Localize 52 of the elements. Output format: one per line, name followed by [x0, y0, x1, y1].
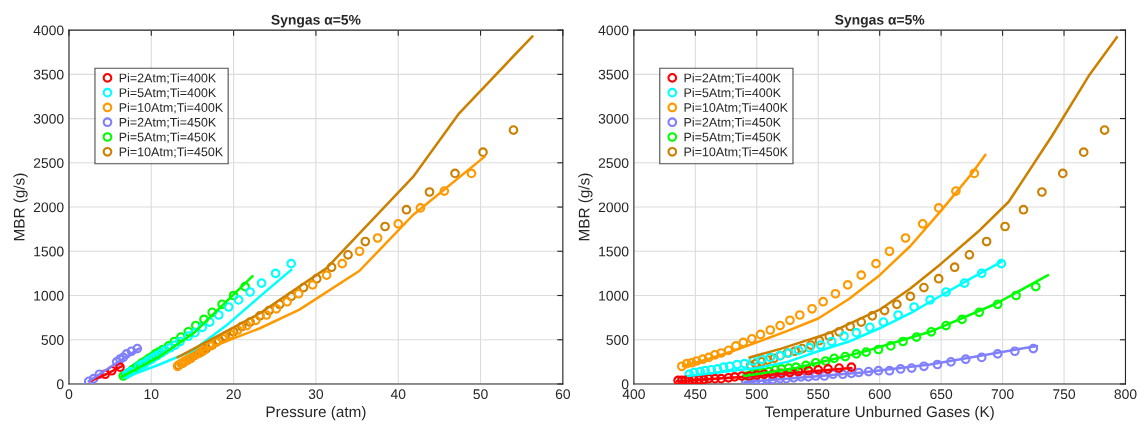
y-tick-label: 2000: [598, 202, 629, 213]
x-tick-label: 600: [868, 389, 891, 400]
legend-label: Pi=2Atm;Ti=450K: [684, 117, 781, 129]
y-tick-label: 500: [606, 335, 629, 345]
y-tick-label: 4000: [598, 25, 629, 36]
x-tick-label: 650: [930, 389, 953, 400]
legend-label: Pi=2Atm;Ti=450K: [119, 117, 217, 129]
y-tick-label: 1000: [599, 290, 629, 301]
y-tick-label: 2500: [33, 158, 64, 168]
y-axis-title: MBR (g/s): [13, 173, 28, 241]
y-tick-label: 1500: [34, 246, 64, 257]
y-tick-label: 500: [41, 335, 64, 345]
y-tick-label: 3500: [598, 69, 629, 80]
x-tick-label: 800: [1114, 389, 1137, 400]
x-tick-label: 50: [473, 389, 488, 400]
y-tick-label: 4000: [33, 25, 64, 36]
y-tick-label: 3500: [33, 69, 64, 80]
x-tick-label: 450: [684, 389, 707, 400]
legend-label: Pi=2Atm;Ti=400K: [119, 73, 217, 84]
y-tick-label: 0: [621, 379, 629, 390]
legend-label: Pi=5Atm;Ti=400K: [119, 87, 217, 99]
x-tick-label: 60: [555, 389, 571, 400]
y-tick-label: 1000: [34, 290, 64, 301]
legend-label: Pi=10Atm;Ti=450K: [119, 147, 224, 158]
x-tick-label: 400: [622, 389, 645, 400]
legend-label: Pi=5Atm;Ti=450K: [119, 132, 217, 143]
y-tick-label: 3000: [33, 113, 64, 124]
legend-label: Pi=10Atm;Ti=400K: [684, 102, 788, 114]
legend-label: Pi=10Atm;Ti=400K: [119, 102, 224, 114]
x-tick-label: 700: [991, 389, 1014, 400]
legend-label: Pi=2Atm;Ti=400K: [684, 73, 781, 84]
y-tick-label: 2000: [33, 202, 64, 213]
chart-title: Syngas α=5%: [271, 14, 361, 28]
y-tick-label: 2500: [598, 158, 629, 168]
x-tick-label: 20: [226, 389, 241, 400]
x-tick-label: 30: [308, 389, 324, 400]
y-tick-label: 1500: [599, 246, 629, 257]
x-tick-label: 550: [807, 389, 830, 400]
chart-title: Syngas α=5%: [835, 14, 925, 28]
x-tick-label: 10: [144, 389, 159, 400]
legend-label: Pi=10Atm;Ti=450K: [684, 147, 788, 158]
y-tick-label: 3000: [598, 113, 629, 124]
y-tick-label: 0: [56, 379, 64, 390]
x-axis-title: Temperature Unburned Gases (K): [764, 405, 994, 421]
legend-label: Pi=5Atm;Ti=450K: [684, 132, 781, 143]
x-tick-label: 0: [65, 389, 73, 400]
x-axis-title: Pressure (atm): [266, 405, 366, 421]
legend-label: Pi=5Atm;Ti=400K: [684, 87, 781, 99]
x-tick-label: 40: [390, 389, 406, 400]
y-axis-title: MBR (g/s): [578, 173, 593, 241]
x-tick-label: 750: [1053, 389, 1076, 400]
x-tick-label: 500: [745, 389, 768, 400]
